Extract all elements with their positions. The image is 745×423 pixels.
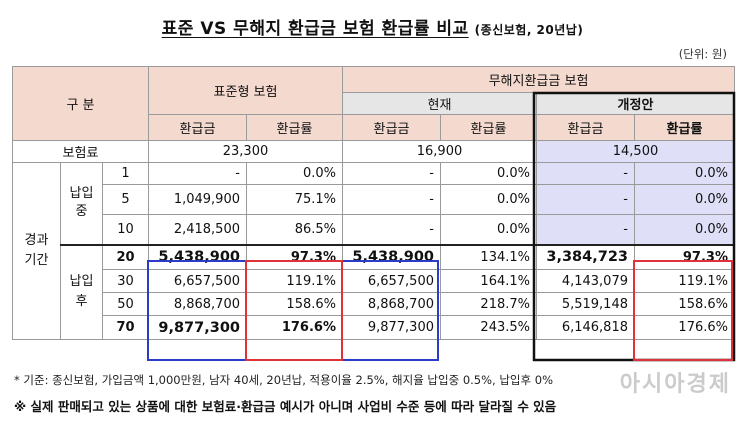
rev-amount: 3,384,723 — [536, 243, 635, 270]
cur-amount: 5,438,900 — [342, 243, 441, 270]
year-cell: 50 — [102, 292, 149, 316]
rev-amount: - — [536, 214, 635, 245]
header-nonrefund: 무해지환급금 보험 — [342, 66, 735, 93]
cur-amount: 9,877,300 — [342, 315, 441, 340]
period-label: 경과 기간 — [12, 162, 61, 340]
header-std-rate: 환급률 — [246, 114, 343, 141]
cur-amount: 6,657,500 — [342, 269, 441, 293]
year-cell: 70 — [102, 315, 149, 340]
comparison-table: 구 분 표준형 보험 무해지환급금 보험 현재 개정안 환급금 환급률 환급금 … — [12, 66, 735, 340]
rev-rate: 97.3% — [634, 243, 735, 270]
std-rate: 176.6% — [246, 315, 343, 340]
cur-amount: - — [342, 184, 441, 215]
basis-note: * 기준: 종신보험, 가입금액 1,000만원, 남자 40세, 20년납, … — [14, 373, 553, 387]
std-amount: 6,657,500 — [148, 269, 247, 293]
rev-amount: - — [536, 162, 635, 185]
header-category: 구 분 — [12, 66, 149, 141]
rev-amount: 6,146,818 — [536, 315, 635, 340]
rev-amount: - — [536, 184, 635, 215]
header-cur-amount: 환급금 — [342, 114, 441, 141]
cur-amount: - — [342, 214, 441, 245]
rev-rate: 0.0% — [634, 214, 735, 245]
rev-rate: 0.0% — [634, 162, 735, 185]
cur-rate: 243.5% — [440, 315, 537, 340]
std-amount: 2,418,500 — [148, 214, 247, 245]
premium-current: 16,900 — [342, 140, 537, 163]
std-amount: 5,438,900 — [148, 243, 247, 270]
year-cell: 20 — [102, 243, 149, 270]
header-rev-rate: 환급률 — [634, 114, 735, 141]
cur-rate: 0.0% — [440, 184, 537, 215]
cur-rate: 164.1% — [440, 269, 537, 293]
std-amount: - — [148, 162, 247, 185]
header-std-amount: 환급금 — [148, 114, 247, 141]
std-rate: 97.3% — [246, 243, 343, 270]
year-cell: 30 — [102, 269, 149, 293]
premium-revised: 14,500 — [536, 140, 735, 163]
cur-rate: 134.1% — [440, 243, 537, 270]
year-cell: 5 — [102, 184, 149, 215]
std-rate: 119.1% — [246, 269, 343, 293]
title-sub: (종신보험, 20년납) — [474, 23, 584, 37]
rev-amount: 4,143,079 — [536, 269, 635, 293]
year-cell: 1 — [102, 162, 149, 185]
cur-rate: 0.0% — [440, 162, 537, 185]
premium-standard: 23,300 — [148, 140, 343, 163]
rev-amount: 5,519,148 — [536, 292, 635, 316]
premium-label: 보험료 — [12, 140, 149, 163]
std-rate: 0.0% — [246, 162, 343, 185]
after-label: 납입 후 — [60, 243, 103, 340]
cur-rate: 218.7% — [440, 292, 537, 316]
disclaimer-note: ※ 실제 판매되고 있는 상품에 대한 보험료·환급금 예시가 아니며 사업비 … — [14, 399, 557, 414]
std-rate: 158.6% — [246, 292, 343, 316]
unit-label: (단위: 원) — [678, 47, 727, 61]
header-standard: 표준형 보험 — [148, 66, 343, 115]
rev-rate: 158.6% — [634, 292, 735, 316]
std-rate: 86.5% — [246, 214, 343, 245]
cur-rate: 0.0% — [440, 214, 537, 245]
std-rate: 75.1% — [246, 184, 343, 215]
std-amount: 8,868,700 — [148, 292, 247, 316]
std-amount: 9,877,300 — [148, 315, 247, 340]
title-main: 표준 VS 무해지 환급금 보험 환급률 비교 — [161, 19, 469, 39]
document-title: 표준 VS 무해지 환급금 보험 환급률 비교 (종신보험, 20년납) — [0, 14, 745, 39]
rev-rate: 0.0% — [634, 184, 735, 215]
year-cell: 10 — [102, 214, 149, 245]
rev-rate: 176.6% — [634, 315, 735, 340]
cur-amount: - — [342, 162, 441, 185]
header-rev-amount: 환급금 — [536, 114, 635, 141]
std-amount: 1,049,900 — [148, 184, 247, 215]
header-current: 현재 — [342, 92, 537, 115]
header-cur-rate: 환급률 — [440, 114, 537, 141]
cur-amount: 8,868,700 — [342, 292, 441, 316]
rev-rate: 119.1% — [634, 269, 735, 293]
header-revised: 개정안 — [536, 92, 735, 115]
during-label: 납입 중 — [60, 162, 103, 245]
watermark-logo: 아시아경제 — [619, 372, 731, 397]
